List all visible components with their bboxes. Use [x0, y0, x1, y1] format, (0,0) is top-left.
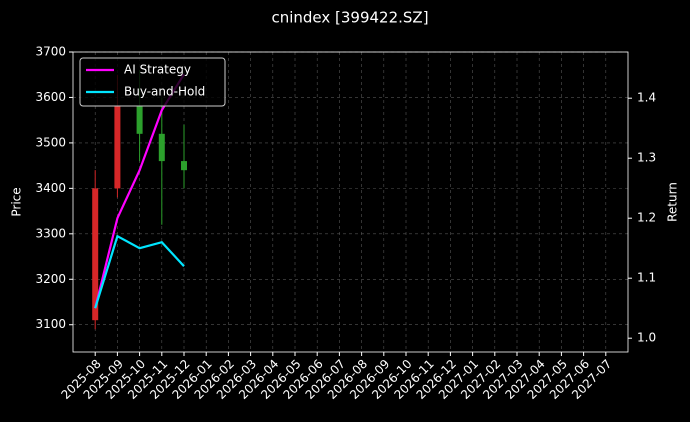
y-tick-label: 3400 [35, 181, 66, 195]
candle-body [114, 106, 121, 189]
legend-label: Buy-and-Hold [124, 85, 205, 99]
plot-frame [72, 51, 629, 353]
y-tick-label: 3200 [35, 272, 66, 286]
y-tick-label: 3700 [35, 45, 66, 59]
y-axis-label: Price [10, 187, 24, 216]
y2-tick-label: 1.4 [637, 91, 656, 105]
y2-tick-label: 1.1 [637, 271, 656, 285]
candle-body [158, 133, 165, 162]
legend-box [79, 57, 226, 107]
candle-body [136, 106, 143, 134]
line-series [94, 234, 185, 309]
y-tick-label: 3500 [35, 135, 66, 149]
y-tick-label: 3100 [35, 317, 66, 331]
chart-title: cnindex [399422.SZ] [271, 9, 428, 27]
y2-tick-label: 1.3 [637, 151, 656, 165]
y-tick-label: 3300 [35, 226, 66, 240]
candle-body [92, 188, 99, 321]
candle-body [181, 161, 187, 171]
y-tick-label: 3600 [35, 90, 66, 104]
y2-axis-label: Return [666, 182, 680, 222]
y2-tick-label: 1.2 [637, 211, 656, 225]
legend-label: AI Strategy [124, 63, 191, 77]
y2-tick-label: 1.0 [637, 331, 656, 345]
